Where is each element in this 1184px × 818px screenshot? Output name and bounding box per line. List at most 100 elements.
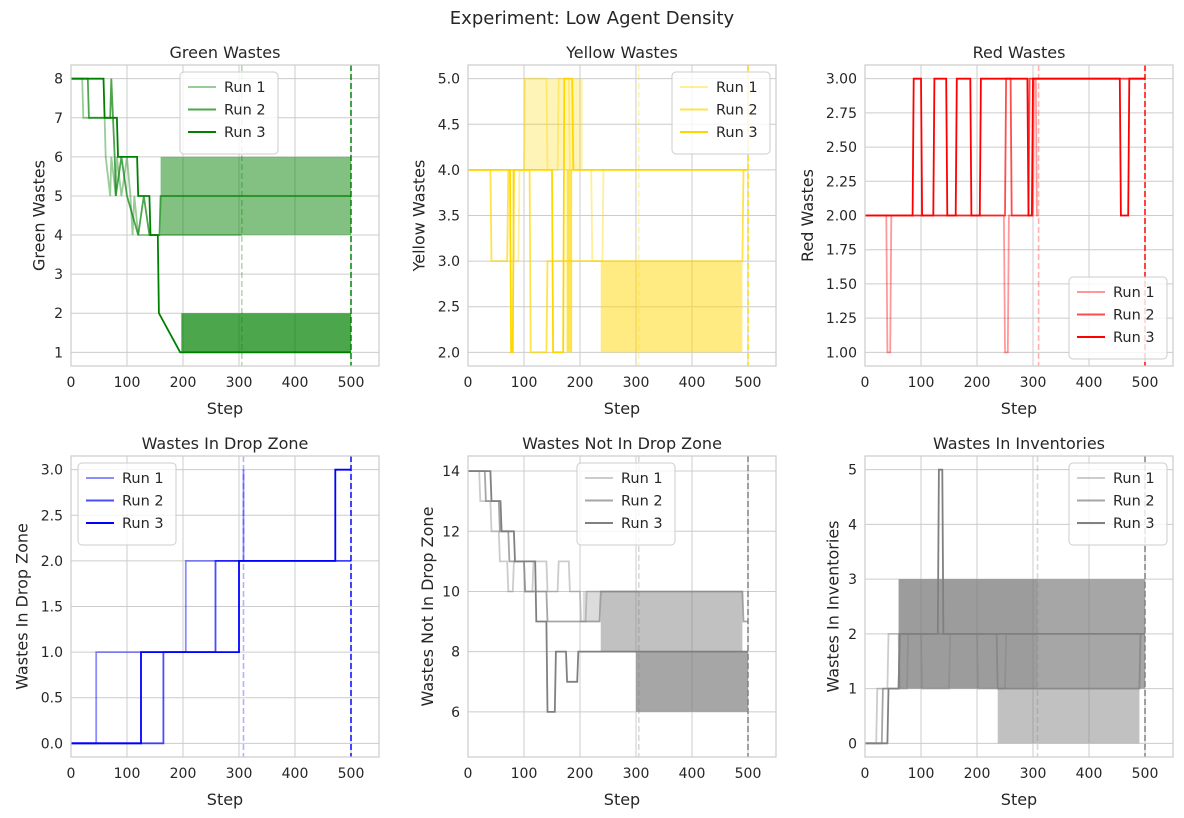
plot-area-wastes-in-inventories [865,456,1146,757]
y-tick-label: 8 [54,72,63,88]
y-tick-label: 14 [442,464,460,480]
subplot-red-wastes: 0 100 200 300 400 500 1.00 1.25 1.50 1.75 2.00 2.25… [798,43,1174,418]
y-axis-label: Red Wastes [798,169,817,262]
x-tick-label: 500 [1132,766,1159,782]
subplot-wastes-not-in-drop-zone: 0 100 200 300 400 500 6 8 10 12 14 Wastes Not In Dr… [418,434,777,809]
legend-label-run-3: Run 3 [1113,516,1155,532]
y-tick-label: 3.5 [438,209,460,225]
x-tick-label: 0 [861,375,870,391]
subplot-title: Wastes Not In Drop Zone [522,434,722,453]
y-tick-label: 3 [848,572,857,588]
x-tick-label: 300 [623,375,650,391]
subplot-title: Green Wastes [170,43,281,62]
axes-frame [70,64,380,367]
axes-frame [864,455,1174,758]
plot-area-wastes-in-drop-zone [71,456,352,757]
legend-label-run-1: Run 1 [716,80,758,96]
y-tick-label: 2.00 [826,209,857,225]
legend-label-run-3: Run 3 [224,125,266,141]
oscillation-band-run-1 [582,591,600,622]
y-tick-label: 3.0 [41,463,63,479]
x-tick-label: 100 [114,375,141,391]
x-tick-label: 200 [964,766,991,782]
x-tick-label: 0 [464,375,473,391]
x-axis-label: Step [207,790,243,809]
subplot-title: Red Wastes [973,43,1066,62]
subplot-yellow-wastes: 0 100 200 300 400 500 2.0 2.5 3.0 3.5 4.0 4.5 5.0 Yel… [410,43,777,418]
x-tick-label: 300 [226,375,253,391]
x-tick-label: 200 [567,766,594,782]
y-tick-label: 2.25 [826,174,857,190]
subplot-title: Yellow Wastes [565,43,678,62]
y-tick-label: 8 [451,645,460,661]
x-tick-label: 0 [861,766,870,782]
x-tick-label: 200 [567,375,594,391]
legend-label-run-2: Run 2 [122,494,164,510]
x-tick-label: 400 [1076,375,1103,391]
series-line-run-2 [468,169,748,354]
legend-label-run-1: Run 1 [1113,471,1155,487]
y-tick-label: 3 [54,267,63,283]
y-axis-label: Green Wastes [30,160,49,271]
legend: Run 1 Run 2 Run 3 [1068,276,1168,360]
oscillation-band-run-3 [181,313,351,353]
x-tick-label: 100 [511,375,538,391]
legend-label-run-3: Run 3 [1113,330,1155,346]
y-tick-label: 4.5 [438,117,460,133]
y-tick-label: 2 [848,627,857,643]
x-tick-label: 400 [679,375,706,391]
x-tick-label: 100 [114,766,141,782]
y-tick-label: 1.75 [826,243,857,259]
legend-box [671,71,771,155]
y-tick-label: 2.75 [826,106,857,122]
y-tick-label: 1.0 [41,645,63,661]
legend: Run 1 Run 2 Run 3 [77,462,177,546]
y-tick-label: 2 [54,306,63,322]
series-line-run-3 [468,470,748,713]
oscillation-band-run-2 [997,688,1140,744]
legend: Run 1 Run 2 Run 3 [179,71,279,155]
legend-label-run-1: Run 1 [122,471,164,487]
y-tick-label: 10 [442,584,460,600]
x-tick-label: 100 [511,766,538,782]
x-tick-label: 400 [679,766,706,782]
legend: Run 1 Run 2 Run 3 [576,462,676,546]
x-axis-label: Step [1001,790,1037,809]
plot-area-red-wastes [865,65,1146,366]
x-tick-label: 300 [1020,375,1047,391]
subplot-title: Wastes In Drop Zone [142,434,309,453]
series-line-run-3 [865,468,1145,745]
x-tick-label: 100 [908,766,935,782]
x-tick-label: 500 [338,375,365,391]
subplot-green-wastes: 0 100 200 300 400 500 1 2 3 4 5 6 7 8 Green Wastes Step… [30,43,380,418]
x-tick-label: 0 [67,766,76,782]
legend-box [1068,276,1168,360]
y-tick-label: 0.0 [41,736,63,752]
y-tick-label: 6 [451,705,460,721]
y-tick-label: 1.5 [41,600,63,616]
x-tick-label: 200 [170,375,197,391]
subplot-wastes-in-inventories: 0 100 200 300 400 500 0 1 2 3 4 5 Wastes In Inventor… [824,434,1174,809]
y-axis-label: Wastes In Inventories [824,521,843,693]
x-tick-label: 500 [735,766,762,782]
y-tick-label: 12 [442,524,460,540]
y-tick-label: 6 [54,150,63,166]
subplot-title: Wastes In Inventories [933,434,1105,453]
oscillation-band-run-2 [600,591,743,652]
y-tick-label: 0.5 [41,691,63,707]
y-tick-label: 5 [848,463,857,479]
legend-label-run-2: Run 2 [1113,308,1155,324]
oscillation-band-run-3 [636,651,748,712]
x-tick-label: 0 [464,766,473,782]
x-tick-label: 500 [338,766,365,782]
oscillation-band-run-2 [600,261,743,353]
legend-box [179,71,279,155]
plot-area-wastes-not-in-drop-zone [468,456,749,757]
legend-label-run-2: Run 2 [621,494,663,510]
y-tick-label: 1 [54,345,63,361]
series-line-run-3 [71,468,351,745]
y-tick-label: 4 [848,517,857,533]
x-axis-label: Step [1001,399,1037,418]
legend-label-run-1: Run 1 [224,80,266,96]
